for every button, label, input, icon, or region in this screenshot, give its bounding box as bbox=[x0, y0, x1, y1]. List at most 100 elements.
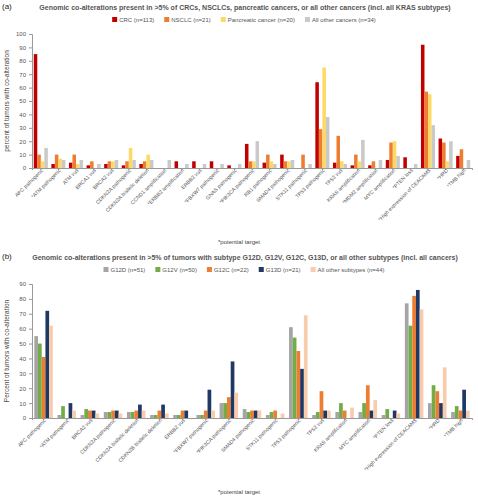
panel-label: (b) bbox=[2, 252, 12, 261]
x-tick: *ATM pathogenic bbox=[30, 167, 62, 199]
bar bbox=[432, 385, 436, 418]
bar bbox=[273, 164, 277, 168]
bar bbox=[323, 411, 327, 418]
bar bbox=[396, 156, 400, 168]
x-tick: MYC amplification bbox=[363, 167, 397, 201]
legend-item: G12V (n=50) bbox=[155, 267, 197, 273]
y-tick: 70 bbox=[19, 72, 32, 78]
x-tick: MYC amplification bbox=[338, 417, 372, 451]
bar bbox=[34, 54, 38, 168]
legend-label: CRC (n=113) bbox=[119, 17, 154, 23]
y-tick: 90 bbox=[19, 281, 32, 287]
bar bbox=[69, 163, 73, 168]
bar bbox=[199, 168, 203, 169]
bar bbox=[177, 415, 181, 418]
bar bbox=[351, 165, 355, 168]
y-tick-mark bbox=[29, 114, 32, 115]
bar bbox=[293, 338, 297, 418]
bar bbox=[150, 160, 154, 168]
bar bbox=[111, 161, 115, 168]
x-tick-label: *HRD bbox=[436, 167, 450, 181]
bar bbox=[280, 155, 284, 168]
y-axis-title: Percent of tumors with co-alteration bbox=[3, 300, 10, 403]
bar bbox=[393, 141, 397, 168]
bar bbox=[104, 164, 108, 168]
bar bbox=[409, 326, 413, 418]
bar bbox=[289, 327, 293, 418]
bar bbox=[62, 160, 66, 168]
legend-label: G12D (n=51) bbox=[111, 267, 146, 273]
bar bbox=[308, 164, 312, 168]
bar bbox=[287, 161, 291, 168]
bar bbox=[72, 155, 76, 168]
bar bbox=[87, 165, 91, 168]
y-tick-label: 40 bbox=[19, 356, 26, 362]
bar bbox=[138, 405, 142, 418]
bar bbox=[336, 136, 340, 168]
bar bbox=[203, 164, 207, 168]
bar bbox=[385, 409, 389, 418]
y-tick: 30 bbox=[19, 371, 32, 377]
y-tick-mark bbox=[29, 128, 32, 129]
y-tick: 40 bbox=[19, 356, 32, 362]
bar bbox=[139, 164, 143, 168]
bar bbox=[165, 414, 169, 418]
legend-label: NSCLC (n=21) bbox=[171, 17, 211, 23]
bar bbox=[97, 164, 101, 168]
plot: 0102030405060708090100APC pathogenic*ATM… bbox=[14, 31, 473, 222]
bar bbox=[455, 406, 459, 418]
figure: (a)Genomic co-alterations present in >5%… bbox=[0, 0, 478, 500]
y-axis: 0102030405060708090 bbox=[19, 281, 32, 421]
bar bbox=[45, 311, 49, 418]
bar bbox=[393, 411, 397, 418]
y-tick-mark bbox=[29, 284, 32, 285]
footnote: *potential target bbox=[218, 489, 260, 495]
y-tick-label: 30 bbox=[19, 371, 26, 377]
bar bbox=[304, 315, 308, 418]
y-axis-line bbox=[29, 285, 33, 419]
x-tick: *TMB high bbox=[443, 417, 464, 438]
bar bbox=[227, 165, 231, 168]
y-axis-title: percent of tumors with co-alteration bbox=[3, 50, 11, 152]
bar bbox=[327, 411, 331, 418]
y-tick-mark bbox=[29, 61, 32, 62]
bar bbox=[200, 415, 204, 418]
legend: G12D (n=51)G12V (n=50)G12C (n=22)G13D (n… bbox=[104, 267, 385, 273]
bar bbox=[439, 139, 443, 168]
bar bbox=[220, 403, 224, 418]
y-tick-mark bbox=[29, 74, 32, 75]
bar bbox=[44, 148, 48, 168]
bar bbox=[463, 168, 467, 169]
bar bbox=[410, 168, 414, 169]
y-tick-label: 80 bbox=[19, 58, 26, 64]
y-axis-line bbox=[29, 35, 33, 169]
bar bbox=[446, 161, 450, 168]
bar bbox=[358, 161, 362, 168]
panel-label: (a) bbox=[2, 2, 12, 11]
y-tick-label: 20 bbox=[19, 139, 26, 145]
bar bbox=[211, 411, 215, 418]
legend-label: All other subtypes (n=44) bbox=[318, 267, 385, 273]
y-tick: 100 bbox=[16, 31, 32, 37]
bars bbox=[34, 45, 470, 168]
bar bbox=[344, 164, 348, 168]
x-tick: TP53 pathogenic bbox=[270, 417, 302, 449]
legend: CRC (n=113) NSCLC (n=21) Pancreatic cancer… bbox=[112, 17, 376, 23]
bar bbox=[69, 403, 73, 418]
y-tick: 60 bbox=[19, 85, 32, 91]
x-tick-label: GNAS pathogenic bbox=[204, 167, 238, 201]
bar bbox=[256, 141, 260, 168]
y-tick: 50 bbox=[19, 341, 32, 347]
bar bbox=[412, 296, 416, 418]
bar bbox=[277, 418, 281, 419]
legend-label: G13D (n=21) bbox=[266, 267, 301, 273]
x-tick-label: *TMB high bbox=[445, 167, 466, 188]
y-tick: 60 bbox=[19, 326, 32, 332]
bar bbox=[57, 415, 61, 418]
y-tick-label: 40 bbox=[19, 112, 26, 118]
bar bbox=[462, 390, 466, 418]
bar bbox=[42, 357, 46, 418]
y-tick-label: 60 bbox=[19, 326, 26, 332]
y-tick-label: 70 bbox=[19, 72, 26, 78]
legend-item: Pancreatic cancer (n=20) bbox=[221, 17, 295, 23]
